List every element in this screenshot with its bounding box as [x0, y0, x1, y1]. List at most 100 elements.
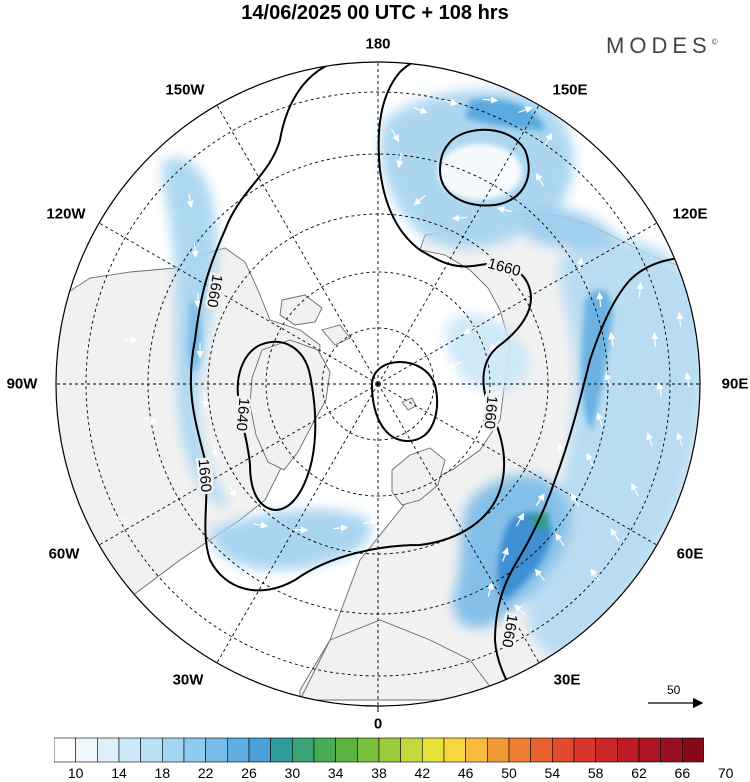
geopotential-contours — [189, 62, 700, 706]
latitude-circle-40 — [85, 91, 671, 677]
colorbar-bin — [270, 737, 293, 763]
wind-arrow — [515, 512, 525, 527]
colorbar-bin — [443, 737, 466, 763]
colorbar-bin — [638, 737, 661, 763]
colorbar-tick-label: 54 — [544, 765, 561, 781]
longitude-label-0: 0 — [373, 715, 383, 733]
graticule — [56, 62, 700, 706]
longitude-label-30w: 30W — [172, 671, 204, 689]
colorbar-tick-label: 18 — [154, 765, 171, 781]
colorbar-tick-label: 34 — [327, 765, 344, 781]
longitude-label-60e: 60E — [676, 545, 704, 563]
colorbar-tick-label: 30 — [284, 765, 301, 781]
colorbar-bin — [530, 737, 553, 763]
contour-label: 1660 — [195, 458, 215, 493]
wind-arrow — [631, 482, 639, 497]
wind-arrow — [396, 153, 404, 169]
jet-core-pacific — [465, 99, 545, 130]
scandinavia-land — [391, 447, 446, 506]
wind-arrow — [610, 528, 620, 542]
longitude-label-150e: 150E — [552, 81, 588, 99]
colorbar-tick-label: 42 — [414, 765, 431, 781]
longitude-label-30e: 30E — [553, 671, 581, 689]
jet-siberia-band — [520, 206, 620, 250]
colorbar-bin — [227, 737, 250, 763]
wind-arrow — [497, 206, 512, 214]
reference-vector-arrow — [648, 697, 704, 709]
wind-arrow — [253, 521, 269, 529]
longitude-label-150w: 150W — [165, 81, 205, 99]
colorbar-tick-label: 22 — [197, 765, 214, 781]
wind-arrow — [413, 195, 426, 206]
colorbar-bin — [422, 737, 445, 763]
colorbar-bin — [508, 737, 531, 763]
copyright-mark: © — [711, 37, 718, 47]
colorbar-bin — [292, 737, 315, 763]
longitude-label-90w: 90W — [6, 375, 38, 393]
colorbar-tick-label: 50 — [501, 765, 517, 781]
wind-arrow — [227, 483, 237, 498]
wind-arrow — [201, 392, 209, 409]
longitude-label-60w: 60W — [48, 545, 80, 563]
wind-arrow — [636, 281, 644, 298]
wind-arrow — [596, 412, 604, 427]
wind-arrow — [486, 582, 494, 597]
wind-arrow — [535, 172, 545, 187]
colorbar-tick-label: 66 — [674, 765, 691, 781]
reference-vector-label: 50 — [667, 683, 681, 697]
wind-arrow — [191, 242, 199, 259]
wind-arrow — [586, 452, 594, 467]
map-title: 14/06/2025 00 UTC + 108 hrs — [241, 2, 509, 24]
longitude-label-120e: 120E — [672, 205, 708, 223]
colorbar-tick-label: 10 — [67, 765, 84, 781]
wind-arrow — [576, 256, 584, 272]
wind-arrow — [676, 311, 684, 328]
jet-core-europe — [497, 512, 552, 600]
contour-1660-pacific-low — [438, 128, 530, 207]
wind-arrow — [390, 128, 400, 143]
colorbar-bin — [118, 737, 141, 763]
wind-arrow — [443, 98, 458, 106]
colorbar-tick-label: 38 — [371, 765, 387, 781]
contour-1660-east — [493, 256, 700, 706]
colorbar-bin — [400, 737, 423, 763]
wind-arrow — [332, 524, 349, 532]
colorbar-bin — [313, 737, 336, 763]
colorbar-bin — [660, 737, 683, 763]
wind-arrow — [604, 372, 612, 387]
contour-1660-main — [189, 62, 532, 592]
wind-arrow — [608, 331, 616, 347]
colorbar-bin — [248, 737, 271, 763]
arctic-islands-land — [279, 294, 351, 346]
colorbar-tick-label: 26 — [241, 765, 257, 781]
wind-arrow — [186, 193, 194, 209]
colorbar-bin — [595, 737, 618, 763]
wind-arrow — [555, 533, 565, 547]
longitude-label-180: 180 — [365, 35, 391, 53]
wind-arrow — [535, 493, 545, 507]
colorbar-bin — [75, 737, 98, 763]
colorbar-bin — [205, 737, 228, 763]
colorbar-bin — [617, 737, 640, 763]
wind-arrow — [570, 492, 580, 507]
colorbar-bin — [682, 737, 704, 763]
longitude-label-120w: 120W — [46, 205, 86, 223]
colorbar-bin — [465, 737, 488, 763]
wind-speed-shading — [162, 89, 700, 660]
wind-arrow — [596, 291, 604, 308]
wind-arrow — [451, 214, 468, 222]
colorbar-bin — [162, 737, 185, 763]
colorbar-bin — [335, 737, 358, 763]
wind-arrow — [501, 547, 509, 562]
colorbar — [54, 737, 704, 763]
colorbar-tick-label: 70 — [717, 765, 734, 781]
wind-arrow — [589, 568, 600, 581]
colorbar-bin — [357, 737, 380, 763]
colorbar-bin — [97, 737, 120, 763]
wind-arrow — [684, 371, 692, 387]
contour-label: 1660 — [481, 395, 501, 430]
wind-arrow — [363, 518, 378, 526]
wind-arrow — [543, 132, 553, 147]
wind-arrow — [143, 416, 158, 424]
colorbar-bin — [140, 737, 163, 763]
